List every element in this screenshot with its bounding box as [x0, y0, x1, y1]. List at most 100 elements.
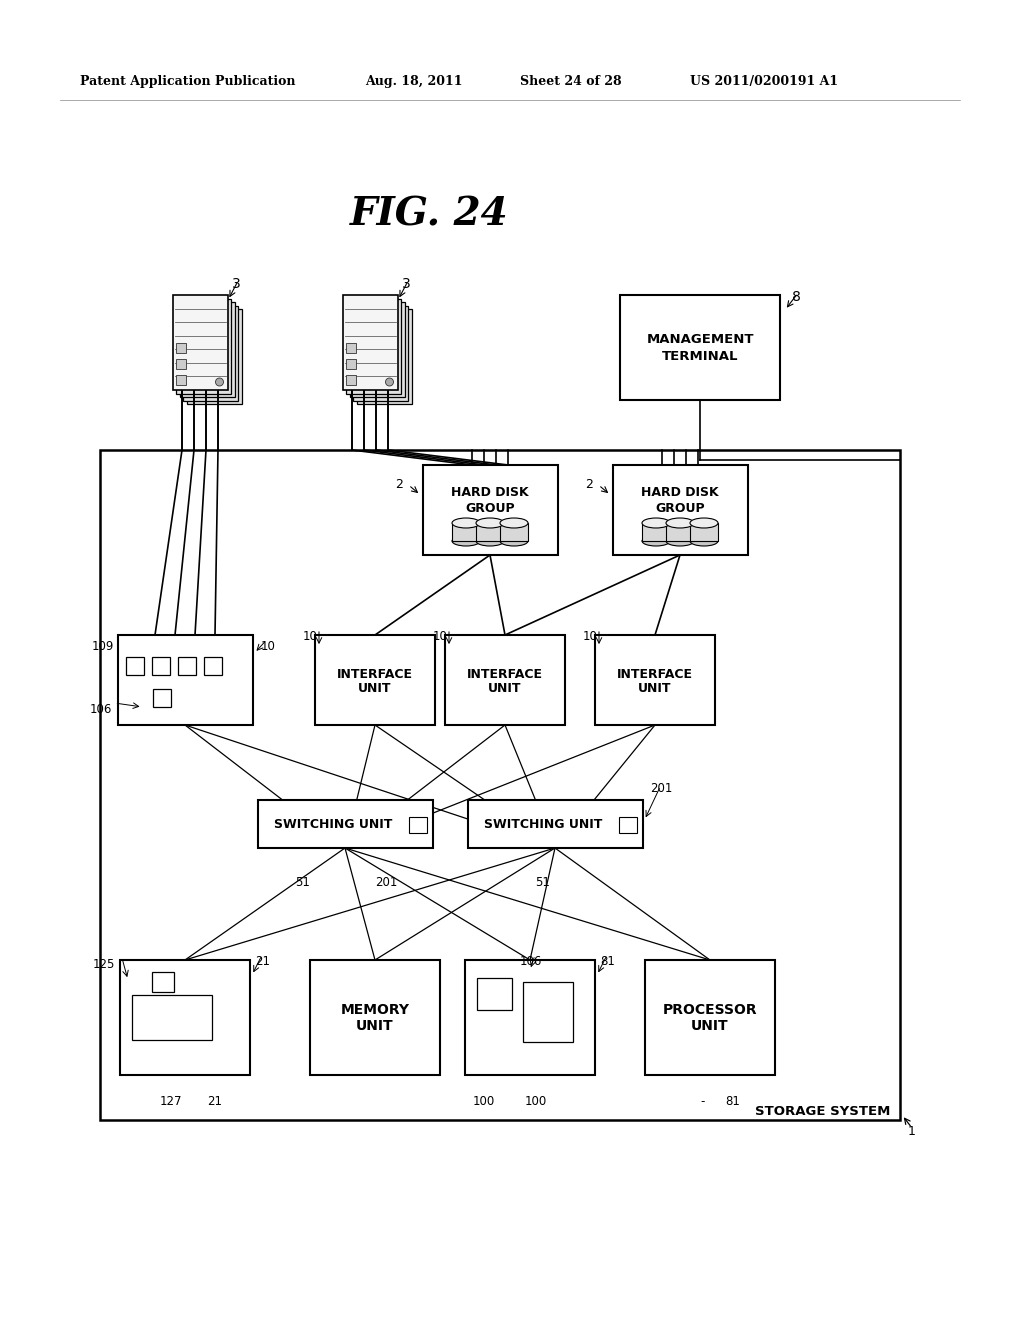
Text: INTERFACE: INTERFACE	[617, 668, 693, 681]
Bar	[152, 657, 170, 675]
Bar	[409, 817, 427, 833]
Bar	[204, 657, 221, 675]
Ellipse shape	[452, 517, 480, 528]
Bar	[175, 375, 185, 385]
Bar	[356, 309, 412, 404]
Bar	[468, 800, 642, 847]
Bar	[500, 523, 528, 541]
Bar	[126, 657, 143, 675]
Text: MANAGEMENT: MANAGEMENT	[646, 333, 754, 346]
Text: UNIT: UNIT	[638, 682, 672, 696]
Text: 100: 100	[525, 1096, 547, 1107]
Bar	[100, 450, 900, 1119]
Text: UNIT: UNIT	[356, 1019, 394, 1034]
Text: 109: 109	[92, 640, 115, 653]
Text: 3: 3	[402, 277, 411, 290]
Text: MEMORY: MEMORY	[341, 1003, 410, 1018]
Text: 10: 10	[583, 630, 598, 643]
Text: GROUP: GROUP	[465, 502, 515, 515]
Text: -: -	[700, 1096, 705, 1107]
Bar	[179, 302, 234, 397]
Bar	[186, 309, 242, 404]
Bar	[452, 523, 480, 541]
Text: 8: 8	[792, 290, 801, 304]
Text: 1: 1	[908, 1125, 915, 1138]
Bar	[476, 523, 504, 541]
Circle shape	[215, 378, 223, 385]
Bar	[177, 657, 196, 675]
Ellipse shape	[452, 536, 480, 546]
Bar	[666, 523, 694, 541]
Ellipse shape	[690, 536, 718, 546]
Ellipse shape	[666, 536, 694, 546]
Ellipse shape	[690, 517, 718, 528]
Text: 21: 21	[207, 1096, 222, 1107]
Text: SWITCHING UNIT: SWITCHING UNIT	[483, 817, 602, 830]
Ellipse shape	[500, 517, 528, 528]
Text: UNIT: UNIT	[691, 1019, 729, 1034]
Text: STORAGE SYSTEM: STORAGE SYSTEM	[755, 1105, 890, 1118]
Bar	[642, 523, 670, 541]
Bar	[345, 343, 355, 352]
Text: HARD DISK: HARD DISK	[641, 487, 719, 499]
Text: 100: 100	[473, 1096, 496, 1107]
Bar	[345, 359, 355, 370]
Text: INTERFACE: INTERFACE	[337, 668, 413, 681]
Bar	[310, 960, 440, 1074]
Bar	[152, 972, 174, 993]
Text: Aug. 18, 2011: Aug. 18, 2011	[365, 75, 463, 88]
Bar	[176, 298, 231, 393]
Bar	[175, 359, 185, 370]
Ellipse shape	[642, 536, 670, 546]
Bar	[172, 294, 227, 389]
Text: FIG. 24: FIG. 24	[350, 195, 509, 234]
Bar	[132, 995, 212, 1040]
Bar	[342, 294, 397, 389]
Bar	[120, 960, 250, 1074]
Text: 10: 10	[260, 640, 275, 653]
Circle shape	[385, 378, 393, 385]
Text: 127: 127	[160, 1096, 182, 1107]
Text: 125: 125	[92, 958, 115, 972]
Text: Patent Application Publication: Patent Application Publication	[80, 75, 296, 88]
Bar	[175, 343, 185, 352]
Text: 106: 106	[90, 704, 113, 715]
Bar	[346, 298, 401, 393]
Text: SWITCHING UNIT: SWITCHING UNIT	[273, 817, 392, 830]
Bar	[477, 978, 512, 1010]
Text: INTERFACE: INTERFACE	[467, 668, 543, 681]
Ellipse shape	[476, 536, 504, 546]
Bar	[118, 635, 253, 725]
Text: 10: 10	[433, 630, 447, 643]
Bar	[153, 689, 171, 708]
Text: 106: 106	[520, 954, 543, 968]
Bar	[353, 305, 408, 400]
Bar	[465, 960, 595, 1074]
Bar	[523, 982, 573, 1041]
Text: Sheet 24 of 28: Sheet 24 of 28	[520, 75, 622, 88]
Text: 201: 201	[650, 781, 673, 795]
Bar	[620, 294, 780, 400]
Bar	[445, 635, 565, 725]
Text: 10: 10	[303, 630, 317, 643]
Ellipse shape	[666, 517, 694, 528]
Ellipse shape	[642, 517, 670, 528]
Text: 2: 2	[394, 479, 402, 491]
Text: 51: 51	[535, 876, 550, 888]
Bar	[595, 635, 715, 725]
Bar	[349, 302, 404, 397]
Text: 21: 21	[255, 954, 270, 968]
Bar	[257, 800, 432, 847]
Bar	[345, 375, 355, 385]
Ellipse shape	[476, 517, 504, 528]
Text: 2: 2	[585, 479, 593, 491]
Text: PROCESSOR: PROCESSOR	[663, 1003, 758, 1018]
Bar	[645, 960, 775, 1074]
Text: US 2011/0200191 A1: US 2011/0200191 A1	[690, 75, 838, 88]
Text: UNIT: UNIT	[358, 682, 392, 696]
Bar	[315, 635, 435, 725]
Bar	[618, 817, 637, 833]
Text: 3: 3	[232, 277, 241, 290]
Bar	[183, 305, 238, 400]
Bar	[690, 523, 718, 541]
